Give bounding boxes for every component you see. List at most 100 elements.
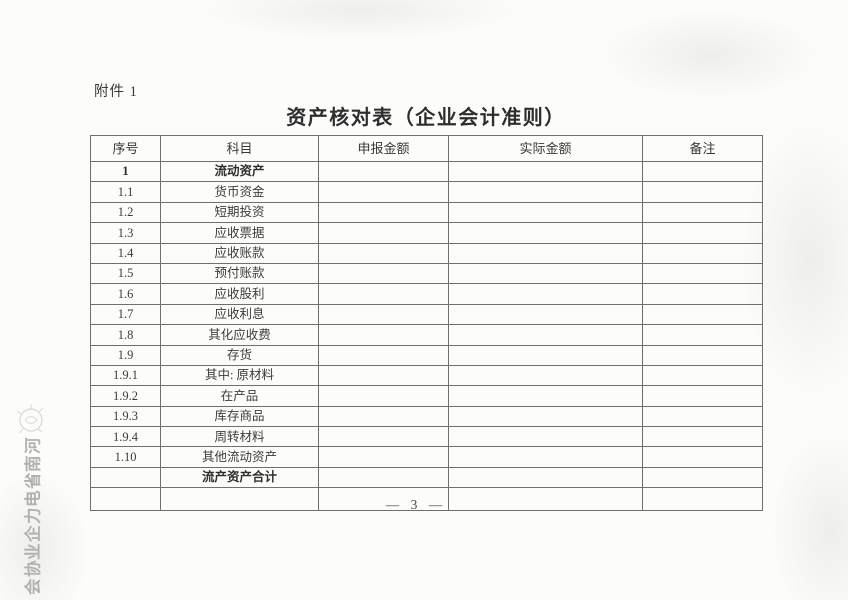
serial-cell: 1 <box>90 160 161 183</box>
serial-cell: 1.9.2 <box>90 385 161 407</box>
remark-cell <box>642 324 763 346</box>
table-row: 1.9 存货 <box>90 344 763 366</box>
serial-cell: 1.6 <box>90 283 161 305</box>
declared-amount-cell <box>318 303 449 326</box>
table-row: 1.6 应收股利 <box>90 283 763 305</box>
subject-cell: 其化应收费 <box>160 324 319 346</box>
remark-cell <box>642 222 763 244</box>
declared-amount-cell <box>318 426 449 448</box>
table-row-blank <box>90 487 763 512</box>
table-row: 1.9.1 其中: 原材料 <box>90 364 763 387</box>
actual-amount-cell <box>448 324 643 346</box>
actual-amount-cell <box>448 181 643 203</box>
column-header-serial: 序号 <box>90 135 161 162</box>
declared-amount-cell <box>318 344 449 366</box>
subject-cell: 应收票据 <box>160 222 319 244</box>
subject-cell: 应收账款 <box>160 242 319 264</box>
remark-cell <box>642 201 763 224</box>
subject-cell: 存货 <box>160 344 319 366</box>
table-header-row: 序号 科目 申报金额 实际金额 备注 <box>90 135 763 162</box>
subject-cell: 应收股利 <box>160 283 319 305</box>
remark-cell <box>642 487 763 512</box>
table-row: 1.4 应收账款 <box>90 242 763 264</box>
table-row: 1.8 其化应收费 <box>90 324 763 346</box>
table-row: 1.5 预付账款 <box>90 262 763 285</box>
watermark-char: 河 <box>23 437 43 455</box>
declared-amount-cell <box>318 160 449 183</box>
watermark-char: 会 <box>23 578 43 595</box>
actual-amount-cell <box>448 242 643 264</box>
subject-cell <box>160 487 319 512</box>
actual-amount-cell <box>448 446 643 468</box>
declared-amount-cell <box>318 446 449 468</box>
serial-cell: 1.3 <box>90 222 161 244</box>
declared-amount-cell <box>318 405 449 428</box>
subject-cell: 应收利息 <box>160 303 319 326</box>
actual-amount-cell <box>448 344 643 366</box>
remark-cell <box>642 466 763 489</box>
serial-cell: 1.10 <box>90 446 161 468</box>
actual-amount-cell <box>448 283 643 305</box>
attachment-label: 附件 1 <box>94 84 138 100</box>
serial-cell: 1.9 <box>90 344 161 366</box>
serial-cell: 1.5 <box>90 262 161 285</box>
serial-cell: 1.8 <box>90 324 161 346</box>
actual-amount-cell <box>448 466 643 489</box>
declared-amount-cell <box>318 262 449 285</box>
actual-amount-cell <box>448 303 643 326</box>
serial-cell: 1.1 <box>90 181 161 203</box>
table-row: 1.9.2 在产品 <box>90 385 763 407</box>
table-row: 1.9.4 周转材料 <box>90 426 763 448</box>
table-row: 1.3 应收票据 <box>90 222 763 244</box>
watermark-char: 企 <box>23 525 43 543</box>
table-header: 序号 科目 申报金额 实际金额 备注 <box>90 135 763 162</box>
subject-cell: 流动资产 <box>160 160 319 183</box>
declared-amount-cell <box>318 364 449 387</box>
serial-cell: 1.7 <box>90 303 161 326</box>
watermark-char: 南 <box>23 455 43 472</box>
table-row: 1.7 应收利息 <box>90 303 763 326</box>
actual-amount-cell <box>448 487 643 512</box>
column-header-remark: 备注 <box>642 135 763 162</box>
actual-amount-cell <box>448 405 643 428</box>
actual-amount-cell <box>448 262 643 285</box>
remark-cell <box>642 426 763 448</box>
serial-cell: 1.9.4 <box>90 426 161 448</box>
serial-cell <box>90 487 161 512</box>
actual-amount-cell <box>448 201 643 224</box>
remark-cell <box>642 242 763 264</box>
vertical-watermark-text: 河 南 省 电 力 企 业 协 会 <box>15 437 51 595</box>
declared-amount-cell <box>318 222 449 244</box>
watermark-char: 业 <box>23 543 43 560</box>
table-row: 1.10 其他流动资产 <box>90 446 763 468</box>
declared-amount-cell <box>318 487 449 512</box>
serial-cell: 1.9.1 <box>90 364 161 387</box>
table-row: 1 流动资产 <box>90 160 763 183</box>
document-title: 资产核对表（企业会计准则） <box>286 107 566 129</box>
column-header-declared: 申报金额 <box>318 135 449 162</box>
actual-amount-cell <box>448 426 643 448</box>
page-number: — 3 — <box>385 497 447 512</box>
column-header-actual: 实际金额 <box>448 135 643 162</box>
remark-cell <box>642 344 763 366</box>
watermark-char: 力 <box>23 507 43 525</box>
table-row: 1.9.3 库存商品 <box>90 405 763 428</box>
remark-cell <box>642 303 763 326</box>
subject-cell: 货币资金 <box>160 181 319 203</box>
subject-cell: 短期投资 <box>160 201 319 224</box>
scan-noise <box>600 10 820 100</box>
remark-cell <box>642 446 763 468</box>
declared-amount-cell <box>318 283 449 305</box>
table-row: 1.1 货币资金 <box>90 181 763 203</box>
serial-cell: 1.4 <box>90 242 161 264</box>
asset-verification-table: 序号 科目 申报金额 实际金额 备注 1 流动资产 1.1 货币资金 <box>90 135 763 512</box>
watermark-char: 协 <box>23 560 43 578</box>
actual-amount-cell <box>448 222 643 244</box>
watermark-char: 电 <box>23 490 43 507</box>
serial-cell <box>90 466 161 489</box>
subject-cell: 其中: 原材料 <box>160 364 319 387</box>
actual-amount-cell <box>448 160 643 183</box>
declared-amount-cell <box>318 385 449 407</box>
declared-amount-cell <box>318 324 449 346</box>
